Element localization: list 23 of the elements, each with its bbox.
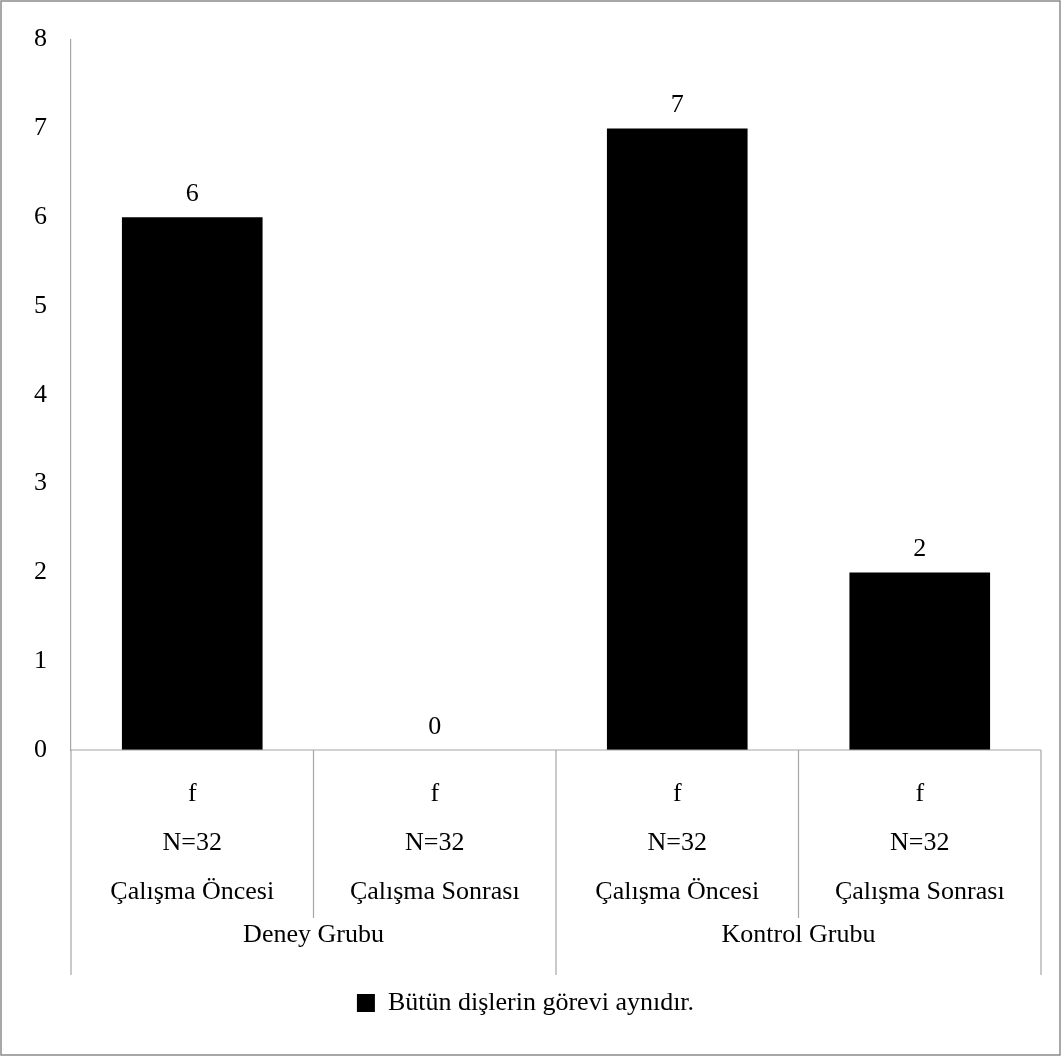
y-tick-label: 1 xyxy=(34,645,47,675)
y-tick-label: 3 xyxy=(34,467,47,497)
y-tick-label: 4 xyxy=(34,378,47,408)
data-label: 6 xyxy=(185,178,199,208)
x-tick-label: f N=32 Çalışma Sonrası xyxy=(834,777,1005,905)
legend-label: Bütün dişlerin görevi aynıdır. xyxy=(387,986,695,1016)
data-label: 2 xyxy=(913,533,927,563)
y-tick-label: 8 xyxy=(34,23,47,53)
data-label: 0 xyxy=(428,710,442,740)
bar xyxy=(606,128,748,750)
y-tick-label: 2 xyxy=(34,556,47,586)
y-tick-label: 6 xyxy=(34,201,47,231)
text: Deney Grubu xyxy=(243,918,384,948)
x-tick-label: f N=32 Çalışma Öncesi xyxy=(110,777,275,905)
bar xyxy=(121,217,263,750)
x-tick-label: f N=32 Çalışma Sonrası xyxy=(349,777,520,905)
y-tick-label: 7 xyxy=(34,112,47,142)
y-tick-label: 0 xyxy=(34,733,47,763)
data-label: 7 xyxy=(670,89,684,119)
y-tick-label: 5 xyxy=(34,289,47,319)
text: Kontrol Grubu xyxy=(721,918,876,948)
x-tick-label: f N=32 Çalışma Öncesi xyxy=(595,777,760,905)
bar xyxy=(849,572,991,750)
